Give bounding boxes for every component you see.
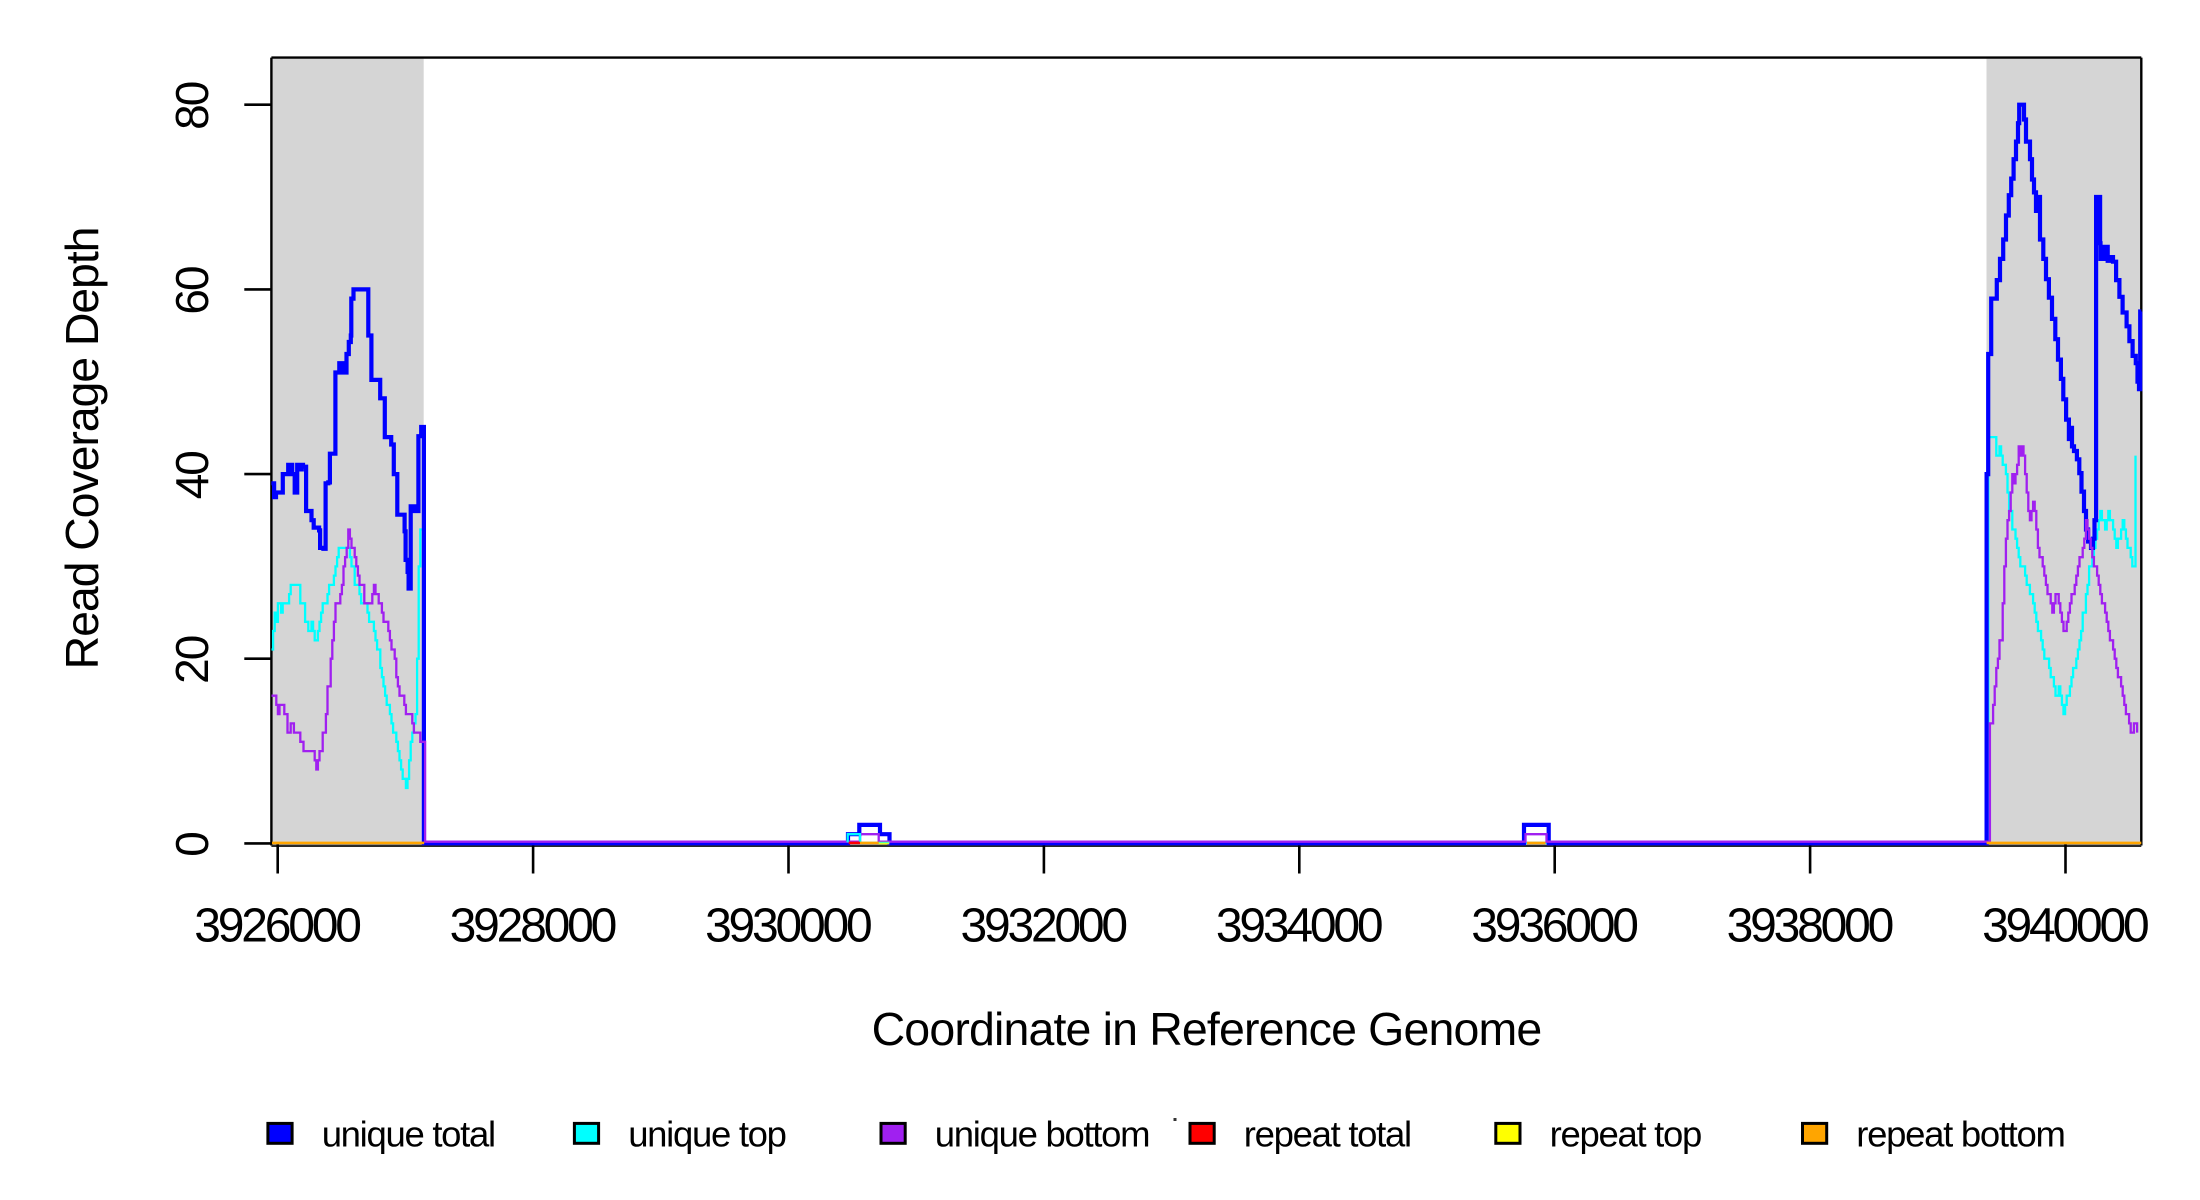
svg-text:3928000: 3928000 [450,899,616,952]
svg-text:Coordinate in Reference Genome: Coordinate in Reference Genome [872,1003,1542,1055]
svg-text:3932000: 3932000 [960,899,1126,952]
svg-text:Read Coverage Depth: Read Coverage Depth [56,228,108,670]
svg-text:unique total: unique total [322,1114,495,1155]
svg-text:20: 20 [166,636,218,684]
svg-text:3934000: 3934000 [1216,899,1382,952]
svg-text:40: 40 [166,452,218,500]
svg-text:repeat bottom: repeat bottom [1856,1114,2064,1155]
svg-text:3926000: 3926000 [194,899,360,952]
svg-text:3940000: 3940000 [1982,899,2148,952]
svg-text:repeat total: repeat total [1244,1114,1411,1155]
svg-text:3936000: 3936000 [1471,899,1637,952]
svg-text:0: 0 [166,833,218,857]
svg-text:3938000: 3938000 [1727,899,1893,952]
svg-text:3930000: 3930000 [705,899,871,952]
svg-text:60: 60 [166,267,218,315]
svg-text:unique bottom: unique bottom [935,1114,1149,1155]
svg-text:repeat top: repeat top [1550,1114,1701,1155]
svg-text:unique top: unique top [628,1114,786,1155]
svg-text:80: 80 [166,82,218,130]
